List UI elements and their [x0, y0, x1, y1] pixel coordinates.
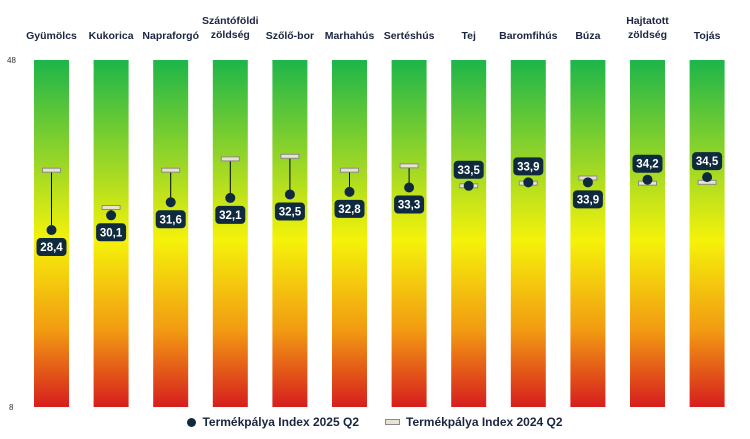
category-label: Kukorica — [89, 30, 134, 42]
category-label: Hajtatott zöldség — [626, 15, 669, 41]
data-label-box — [632, 154, 663, 173]
marker-2025 — [106, 210, 117, 221]
category-label: Tojás — [694, 30, 721, 42]
category-label: Tej — [461, 30, 475, 42]
category-label: Búza — [575, 30, 600, 42]
gradient-column — [510, 60, 546, 407]
marker-2025 — [46, 225, 57, 236]
marker-2025 — [404, 182, 415, 193]
marker-2025 — [523, 177, 534, 188]
data-label-box — [394, 195, 425, 214]
gradient-column — [570, 60, 606, 407]
legend-label-2024: Termékpálya Index 2024 Q2 — [406, 415, 563, 429]
data-label: 34,5 — [696, 156, 719, 168]
marker-2024 — [220, 156, 240, 162]
data-label-box — [453, 160, 484, 179]
legend: Termékpálya Index 2025 Q2 Termékpálya In… — [0, 410, 750, 434]
circle-marker-icon — [187, 417, 197, 427]
legend-item-2025: Termékpálya Index 2025 Q2 — [187, 415, 359, 429]
data-label: 33,3 — [398, 200, 420, 212]
data-label-box — [36, 238, 67, 257]
data-label: 31,6 — [160, 214, 182, 226]
data-label-box — [334, 199, 365, 218]
data-label-box — [96, 223, 127, 242]
data-label-box — [572, 190, 603, 209]
legend-label-2025: Termékpálya Index 2025 Q2 — [202, 415, 359, 429]
gradient-column — [153, 60, 189, 407]
marker-2025 — [165, 197, 176, 208]
marker-2025 — [582, 177, 593, 188]
y-tick-label: 8 — [9, 403, 14, 412]
marker-2025 — [284, 189, 295, 200]
category-label: Baromfihús — [499, 30, 558, 42]
marker-2025 — [344, 186, 355, 197]
marker-2025 — [642, 174, 653, 185]
data-label-box — [274, 202, 305, 221]
y-tick-label: 48 — [7, 56, 16, 65]
marker-2024 — [42, 167, 61, 173]
gradient-column — [212, 60, 248, 407]
data-label: 32,5 — [279, 206, 302, 218]
data-label: 33,5 — [458, 165, 481, 177]
category-label: Szőlő-bor — [266, 30, 314, 42]
data-label: 32,8 — [338, 204, 361, 216]
marker-2024 — [101, 204, 121, 210]
gradient-column — [630, 60, 665, 407]
data-label-box — [155, 210, 186, 229]
data-label: 34,2 — [636, 159, 658, 171]
data-label-box — [215, 205, 246, 224]
gradient-column — [391, 60, 427, 407]
gradient-column — [451, 60, 487, 407]
marker-2024 — [340, 167, 359, 173]
category-label: Sertéshús — [384, 30, 435, 42]
data-label: 32,1 — [219, 210, 242, 222]
marker-2024 — [280, 153, 300, 159]
marker-2025 — [702, 172, 713, 183]
marker-2024 — [161, 167, 181, 173]
marker-2024 — [399, 163, 419, 169]
gradient-column — [689, 60, 725, 407]
data-label-box — [692, 152, 723, 171]
legend-item-2024: Termékpálya Index 2024 Q2 — [385, 415, 563, 429]
gradient-column — [272, 60, 308, 407]
category-label: Napraforgó — [142, 30, 199, 42]
data-label-box — [513, 157, 544, 176]
category-label: Gyümölcs — [26, 30, 77, 42]
category-label: Szántóföldi zöldség — [202, 15, 259, 41]
dash-marker-icon — [385, 419, 400, 425]
marker-2025 — [225, 192, 236, 203]
data-label: 30,1 — [100, 227, 123, 239]
data-label: 33,9 — [517, 161, 539, 173]
data-label: 33,9 — [577, 194, 599, 206]
data-label: 28,4 — [40, 242, 63, 254]
marker-2025 — [463, 180, 474, 191]
category-label: Marhahús — [325, 30, 375, 42]
gradient-column — [332, 60, 367, 407]
